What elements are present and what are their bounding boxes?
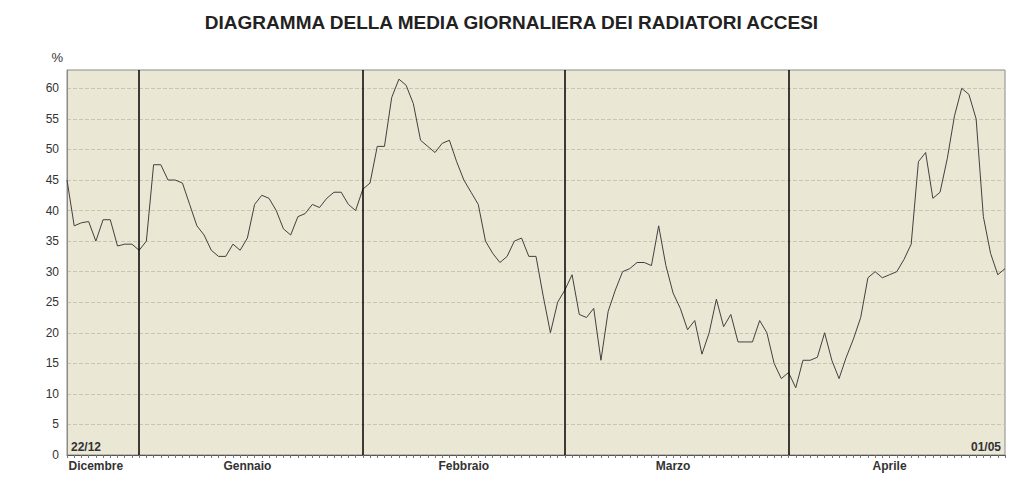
svg-text:Marzo: Marzo <box>656 459 691 473</box>
svg-text:DIAGRAMMA DELLA MEDIA GIORNALI: DIAGRAMMA DELLA MEDIA GIORNALIERA DEI RA… <box>205 12 818 33</box>
svg-text:55: 55 <box>46 112 60 126</box>
svg-text:35: 35 <box>46 234 60 248</box>
svg-text:Dicembre: Dicembre <box>69 459 124 473</box>
svg-text:22/12: 22/12 <box>71 440 101 454</box>
svg-text:10: 10 <box>46 387 60 401</box>
svg-text:60: 60 <box>46 81 60 95</box>
svg-text:Febbraio: Febbraio <box>439 459 490 473</box>
svg-text:%: % <box>51 50 63 65</box>
svg-text:Aprile: Aprile <box>873 459 907 473</box>
svg-text:01/05: 01/05 <box>971 440 1001 454</box>
svg-text:45: 45 <box>46 173 60 187</box>
svg-text:5: 5 <box>52 417 59 431</box>
svg-text:25: 25 <box>46 295 60 309</box>
svg-text:50: 50 <box>46 142 60 156</box>
svg-text:40: 40 <box>46 204 60 218</box>
svg-text:0: 0 <box>52 448 59 462</box>
svg-text:Gennaio: Gennaio <box>223 459 271 473</box>
svg-text:20: 20 <box>46 326 60 340</box>
svg-text:30: 30 <box>46 265 60 279</box>
svg-text:15: 15 <box>46 356 60 370</box>
